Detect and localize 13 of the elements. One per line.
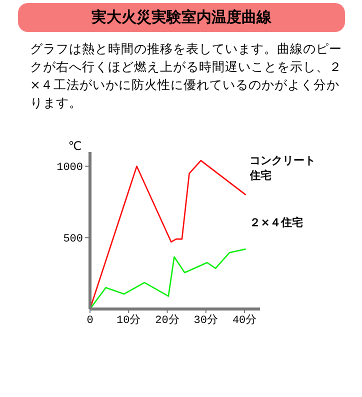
x-tick-label: 40分	[232, 314, 257, 327]
series-label: ２×４住宅	[250, 215, 304, 230]
y-tick-label: 500	[63, 234, 83, 246]
y-tick-label: 1000	[56, 162, 83, 174]
chart-subtitle: グラフは熱と時間の推移を表しています。曲線のピークが右へ行くほど燃え上がる時間遅いことを示し、２×４工法がいかに防火性に優れているのかがよく分かります。	[30, 40, 342, 112]
x-tick-label: 20分	[155, 314, 180, 327]
x-tick-label: 30分	[194, 314, 218, 327]
x-tick-label: 10分	[116, 314, 141, 327]
x-tick-label: 0	[86, 314, 94, 327]
y-axis-title: ℃	[68, 139, 82, 153]
series-label: コンクリート住宅	[250, 152, 317, 183]
chart-title: 実大火災実験室内温度曲線	[18, 3, 345, 32]
line-series	[90, 248, 246, 309]
